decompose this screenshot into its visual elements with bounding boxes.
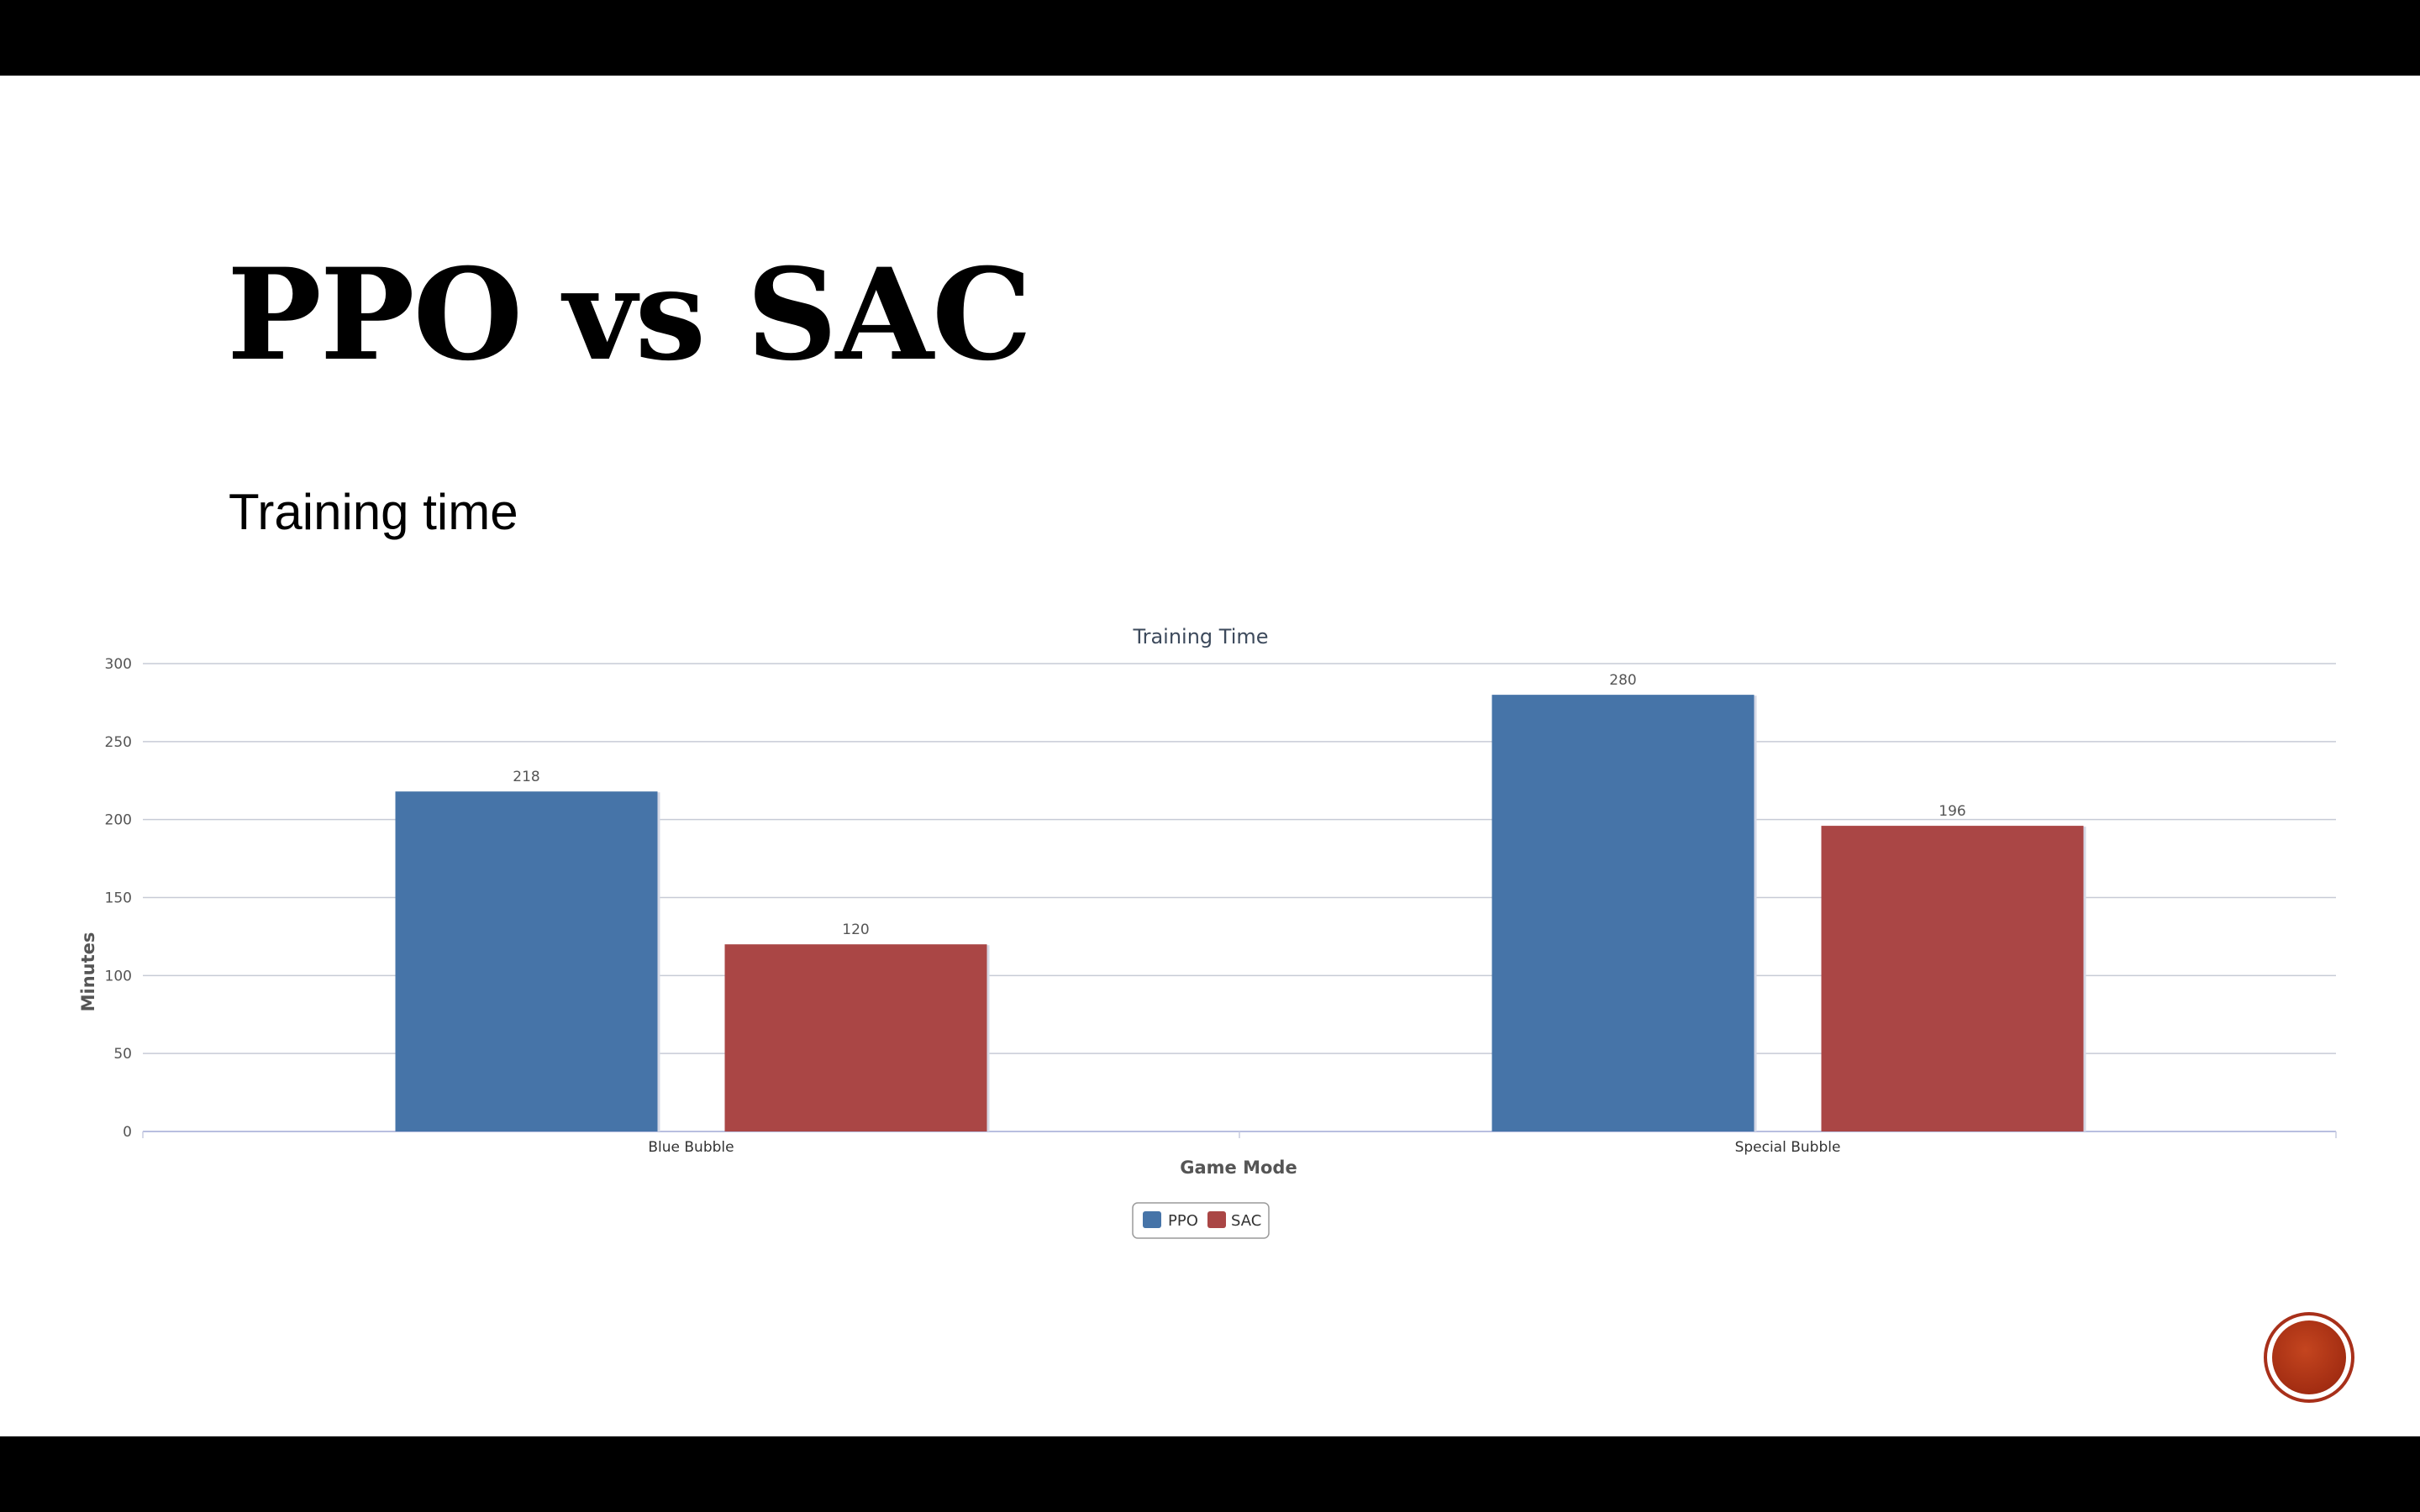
y-axis-ticks: 0 50 100 150 200 250 300 — [105, 656, 132, 1141]
data-label: 196 — [1939, 803, 1965, 820]
x-axis-categories: Blue Bubble Special Bubble — [648, 1139, 1840, 1156]
y-tick-label: 300 — [105, 656, 132, 673]
bar-sac — [1821, 826, 2084, 1131]
y-tick-label: 100 — [105, 968, 132, 984]
bar-ppo — [395, 791, 658, 1131]
y-tick-label: 200 — [105, 812, 132, 829]
x-category-label: Special Bubble — [1735, 1139, 1841, 1156]
y-tick-label: 150 — [105, 890, 132, 907]
bar-chart: 0 50 100 150 200 250 300 218 120 280 196 Blue Bub… — [78, 625, 2337, 1239]
legend-label-sac: SAC — [1231, 1212, 1261, 1230]
x-axis-label: Game Mode — [1180, 1158, 1297, 1178]
y-tick-label: 50 — [113, 1046, 132, 1063]
x-category-label: Blue Bubble — [648, 1139, 734, 1156]
legend-label-ppo: PPO — [1168, 1212, 1198, 1230]
bar-sac — [724, 944, 987, 1131]
bars — [395, 695, 2086, 1131]
data-label: 120 — [842, 921, 869, 938]
slide: PPO vs SAC Training time 0 50 100 150 200 250… — [0, 76, 2420, 1436]
chart-title: Training Time — [1132, 625, 1268, 648]
legend: PPO SAC — [1132, 1202, 1270, 1239]
red-circle-logo-icon — [2264, 1312, 2354, 1403]
bar-ppo — [1491, 695, 1754, 1131]
slide-title: PPO vs SAC — [227, 241, 1032, 389]
y-tick-label: 250 — [105, 734, 132, 751]
y-tick-label: 0 — [123, 1124, 132, 1141]
legend-swatch-ppo — [1143, 1211, 1161, 1228]
data-label: 280 — [1609, 672, 1636, 689]
legend-swatch-sac — [1207, 1211, 1226, 1228]
data-label: 218 — [513, 769, 539, 785]
legend-box — [1132, 1202, 1270, 1239]
y-axis-label: Minutes — [78, 932, 98, 1012]
data-labels: 218 120 280 196 — [513, 672, 1965, 938]
slide-subtitle: Training time — [229, 484, 518, 540]
